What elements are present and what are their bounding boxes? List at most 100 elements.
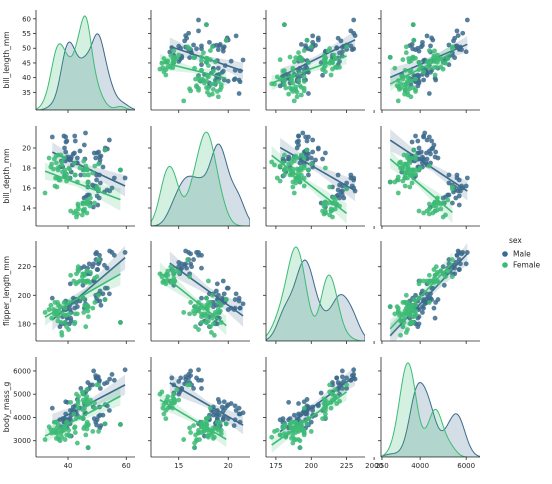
point-male-flipper_length_mm-bill_depth_mm-43 — [306, 172, 311, 178]
point-female-flipper_length_mm-bill_depth_mm-41 — [308, 161, 314, 167]
point-male-bill_depth_mm-bill_length_mm-61 — [186, 30, 192, 36]
point-female-bill_length_mm-bill_depth_mm-24 — [42, 190, 48, 196]
point-female-flipper_length_mm-body_mass_g-42 — [301, 405, 307, 411]
point-female-bill_length_mm-body_mass_g-33 — [90, 429, 96, 434]
point-male-bill_depth_mm-flipper_length_mm-63 — [183, 261, 189, 267]
point-male-body_mass_g-bill_length_mm-41 — [424, 33, 430, 39]
point-female-bill_depth_mm-flipper_length_mm-41 — [209, 292, 215, 298]
y-tick-label-bill_length_mm: 40 — [22, 74, 31, 82]
point-male-flipper_length_mm-bill_depth_mm-20 — [296, 133, 301, 139]
point-female-bill_length_mm-bill_depth_mm-21 — [46, 155, 52, 161]
point-female-bill_depth_mm-bill_length_mm-35 — [199, 58, 204, 64]
point-female-body_mass_g-flipper_length_mm-74 — [402, 300, 408, 305]
point-female-flipper_length_mm-body_mass_g-37 — [287, 422, 293, 427]
point-female-body_mass_g-flipper_length_mm-30 — [400, 324, 406, 330]
point-male-bill_depth_mm-body_mass_g-41 — [233, 408, 239, 413]
point-female-bill_depth_mm-flipper_length_mm-42 — [208, 300, 213, 305]
point-female-bill_length_mm-flipper_length_mm-29 — [80, 295, 86, 301]
point-male-bill_length_mm-flipper_length_mm-42 — [97, 288, 103, 294]
point-female-bill_length_mm-flipper_length_mm-41 — [96, 292, 101, 298]
point-female-bill_depth_mm-flipper_length_mm-12 — [193, 324, 198, 330]
point-male-flipper_length_mm-bill_depth_mm-59 — [351, 175, 357, 181]
point-male-bill_depth_mm-flipper_length_mm-5 — [232, 297, 238, 302]
point-female-flipper_length_mm-body_mass_g-71 — [296, 437, 301, 442]
point-female-flipper_length_mm-body_mass_g-34 — [290, 440, 296, 446]
point-female-bill_length_mm-body_mass_g-38 — [102, 421, 108, 427]
point-female-body_mass_g-bill_length_mm-33 — [403, 50, 409, 56]
point-female-bill_length_mm-body_mass_g-66 — [75, 401, 81, 406]
point-female-bill_length_mm-body_mass_g-54 — [79, 389, 85, 395]
point-male-bill_length_mm-body_mass_g-52 — [107, 376, 113, 382]
point-male-bill_depth_mm-flipper_length_mm-14 — [236, 298, 242, 304]
point-female-bill_length_mm-body_mass_g-30 — [83, 432, 89, 438]
point-female-bill_depth_mm-bill_length_mm-37 — [199, 54, 204, 60]
y-tick-label-body_mass_g: 5000 — [13, 391, 31, 399]
point-female-flipper_length_mm-bill_length_mm-25 — [294, 89, 300, 95]
point-male-bill_depth_mm-bill_length_mm-6 — [240, 57, 246, 63]
point-female-bill_depth_mm-bill_length_mm-11 — [211, 81, 217, 87]
point-female-bill_depth_mm-bill_length_mm-21 — [215, 94, 221, 100]
point-female-body_mass_g-bill_length_mm-40 — [387, 54, 393, 60]
point-female-bill_depth_mm-flipper_length_mm-29 — [204, 295, 209, 301]
point-female-body_mass_g-flipper_length_mm-65 — [449, 257, 455, 262]
point-male-flipper_length_mm-body_mass_g-12 — [277, 417, 283, 423]
y-tick-label-bill_length_mm: 50 — [22, 45, 31, 53]
point-male-body_mass_g-bill_depth_mm-41 — [424, 137, 430, 143]
point-female-body_mass_g-bill_depth_mm-37 — [410, 172, 416, 178]
point-female-body_mass_g-bill_depth_mm-73 — [410, 167, 416, 173]
point-male-bill_length_mm-bill_depth_mm-26 — [72, 150, 77, 156]
point-female-body_mass_g-flipper_length_mm-63 — [426, 272, 432, 278]
point-male-flipper_length_mm-bill_depth_mm-40 — [315, 145, 321, 151]
legend: sex Male Female — [502, 236, 541, 270]
point-female-flipper_length_mm-bill_length_mm-61 — [323, 54, 328, 60]
point-female-flipper_length_mm-bill_depth_mm-72 — [274, 175, 280, 181]
point-female-bill_depth_mm-bill_length_mm-33 — [201, 50, 206, 56]
point-female-body_mass_g-flipper_length_mm-6 — [402, 315, 407, 321]
point-female-bill_depth_mm-bill_length_mm-38 — [223, 37, 229, 43]
point-male-bill_depth_mm-bill_length_mm-57 — [199, 43, 204, 49]
point-female-body_mass_g-bill_depth_mm-38 — [411, 147, 417, 153]
point-female-bill_depth_mm-bill_length_mm-9 — [214, 89, 220, 94]
point-male-bill_depth_mm-bill_length_mm-58 — [196, 28, 201, 34]
point-female-bill_depth_mm-bill_length_mm-72 — [196, 74, 201, 80]
point-female-bill_depth_mm-body_mass_g-18 — [187, 425, 193, 431]
point-male-bill_length_mm-body_mass_g-69 — [85, 380, 91, 385]
point-female-flipper_length_mm-bill_depth_mm-18 — [290, 184, 296, 190]
kde-flipper_length_mm-male — [266, 259, 365, 341]
reg-line-male-flipper_length_mm-bill_depth_mm — [279, 146, 356, 192]
point-male-bill_length_mm-flipper_length_mm-66 — [74, 304, 80, 310]
point-female-bill_length_mm-body_mass_g-70 — [60, 428, 65, 434]
point-female-flipper_length_mm-body_mass_g-68 — [332, 394, 338, 399]
point-male-bill_length_mm-body_mass_g-13 — [68, 417, 74, 423]
point-female-flipper_length_mm-bill_length_mm-51 — [328, 72, 334, 78]
point-female-flipper_length_mm-bill_depth_mm-69 — [327, 184, 333, 190]
ci-band-female-bill_length_mm-flipper_length_mm — [45, 262, 121, 326]
point-male-body_mass_g-bill_depth_mm-67 — [440, 195, 446, 201]
point-male-bill_depth_mm-bill_length_mm-34 — [220, 48, 226, 54]
point-female-bill_length_mm-flipper_length_mm-61 — [85, 278, 91, 284]
point-female-bill_depth_mm-bill_length_mm-43 — [191, 55, 196, 61]
point-female-bill_depth_mm-bill_length_mm-67 — [170, 60, 176, 66]
point-female-bill_length_mm-flipper_length_mm-74 — [52, 300, 58, 305]
point-female-body_mass_g-bill_depth_mm-62 — [416, 208, 422, 214]
point-female-body_mass_g-bill_depth_mm-58 — [432, 208, 438, 214]
point-female-flipper_length_mm-bill_length_mm-6 — [286, 91, 292, 97]
point-female-body_mass_g-bill_length_mm-66 — [431, 65, 437, 71]
point-female-flipper_length_mm-bill_depth_mm-67 — [323, 201, 328, 207]
reg-line-female-flipper_length_mm-body_mass_g — [271, 391, 348, 446]
y-tick-label-flipper_length_mm: 180 — [18, 320, 31, 328]
point-male-body_mass_g-bill_depth_mm-40 — [430, 145, 436, 151]
point-male-bill_length_mm-bill_depth_mm-59 — [122, 175, 128, 181]
point-female-bill_length_mm-bill_depth_mm-9 — [51, 156, 57, 162]
point-female-body_mass_g-flipper_length_mm-11 — [398, 332, 403, 338]
point-male-body_mass_g-flipper_length_mm-29 — [423, 300, 429, 305]
point-female-bill_depth_mm-body_mass_g-73 — [204, 422, 209, 427]
point-male-flipper_length_mm-bill_depth_mm-66 — [297, 160, 303, 166]
point-female-bill_depth_mm-body_mass_g-40 — [192, 445, 197, 451]
point-female-body_mass_g-bill_length_mm-32 — [408, 68, 414, 73]
x-tick-label-bill_length_mm: 60 — [122, 462, 131, 470]
point-male-body_mass_g-flipper_length_mm-58 — [454, 252, 460, 258]
y-tick-label-body_mass_g: 6000 — [13, 367, 31, 375]
point-female-bill_depth_mm-bill_length_mm-69 — [187, 46, 193, 51]
point-female-bill_length_mm-body_mass_g-67 — [80, 405, 86, 411]
